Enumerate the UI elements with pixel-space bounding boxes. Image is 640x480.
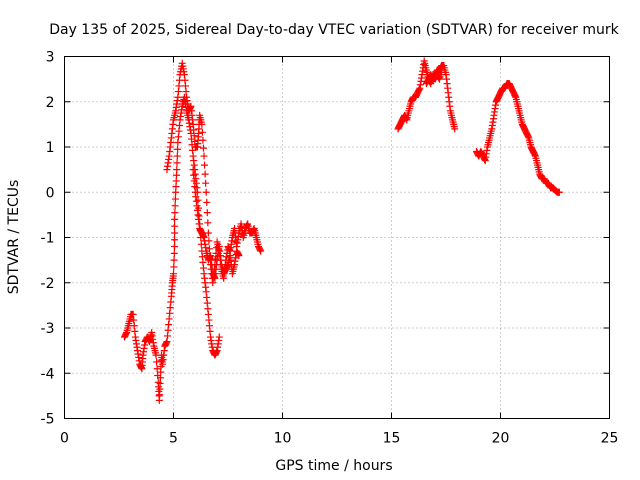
x-tick-label: 20 [492, 431, 510, 447]
data-point [202, 188, 210, 196]
data-point [201, 161, 209, 169]
data-point [173, 159, 181, 167]
y-tick-label: -5 [41, 412, 55, 428]
data-point [171, 243, 179, 251]
data-point [171, 195, 179, 203]
data-point [170, 263, 178, 271]
data-point [171, 229, 179, 237]
data-point [170, 270, 177, 278]
y-tick-label: -4 [41, 366, 55, 382]
data-point [204, 219, 212, 227]
data-point [204, 229, 212, 237]
chart-title: Day 135 of 2025, Sidereal Day-to-day VTE… [49, 22, 619, 38]
data-point [173, 166, 181, 174]
data-point [174, 145, 182, 153]
x-axis-title: GPS time / hours [275, 458, 392, 474]
tick-labels: 0 5 10 15 20 25 -5 -4 -3 -2 -1 0 1 2 3 [41, 50, 619, 447]
data-point [170, 249, 178, 257]
x-tick-label: 5 [169, 431, 178, 447]
y-axis-title: SDTVAR / TECUs [6, 180, 22, 295]
data-point [203, 198, 211, 206]
data-point [153, 365, 161, 373]
y-tick-label: -3 [41, 321, 55, 337]
data-point [198, 128, 206, 136]
data-point [171, 209, 179, 217]
x-tick-label: 0 [60, 431, 69, 447]
data-point [170, 256, 178, 264]
data-point [235, 252, 243, 260]
data-point [257, 247, 265, 255]
data-marks [120, 57, 563, 404]
data-point [171, 202, 179, 210]
x-tick-label: 10 [274, 431, 292, 447]
data-point [451, 125, 459, 133]
data-point [202, 179, 210, 187]
data-point [215, 333, 223, 341]
data-point [199, 136, 207, 144]
data-point [198, 120, 206, 128]
y-tick-label: 1 [46, 140, 55, 156]
data-point [199, 144, 207, 152]
data-point [173, 152, 181, 160]
data-point [171, 236, 179, 244]
y-tick-label: 0 [46, 185, 55, 201]
axis-ticks [64, 56, 610, 419]
y-tick-label: 3 [46, 50, 55, 66]
y-tick-label: -2 [41, 276, 55, 292]
data-point [438, 66, 446, 74]
y-tick-label: 2 [46, 95, 55, 111]
data-point [203, 209, 211, 217]
data-point [555, 188, 563, 196]
grid-lines [64, 56, 610, 419]
data-point [171, 222, 179, 230]
x-tick-label: 15 [383, 431, 401, 447]
data-point [200, 152, 208, 160]
x-tick-label: 25 [601, 431, 619, 447]
data-point [201, 170, 209, 178]
y-tick-label: -1 [41, 231, 55, 247]
data-point [171, 215, 179, 223]
